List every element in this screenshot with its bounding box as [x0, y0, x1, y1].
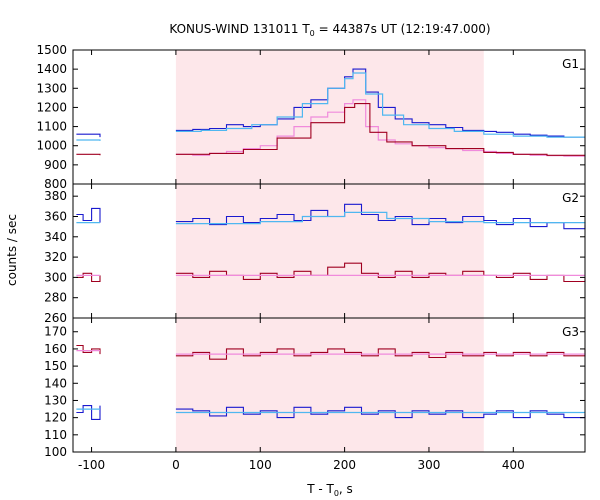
y-tick-label: 360	[44, 209, 67, 223]
x-tick-label: 300	[418, 458, 441, 472]
y-tick-label: 380	[44, 189, 67, 203]
series-line-g2-4	[76, 272, 101, 283]
y-tick-label: 140	[44, 376, 67, 390]
series-line-g3-6	[175, 348, 586, 360]
series-line-g3-2	[175, 406, 586, 419]
series-line-g1-1	[76, 139, 101, 141]
y-tick-label: 900	[44, 158, 67, 172]
y-tick-label: 1000	[36, 139, 67, 153]
highlight-interval	[175, 50, 484, 452]
y-axis-label: counts / sec	[5, 214, 19, 286]
y-tick-label: 320	[44, 250, 67, 264]
panel-label-g3: G3	[562, 325, 579, 339]
series-line-g1-3	[175, 72, 585, 138]
y-tick-label: 340	[44, 230, 67, 244]
y-tick-label: 170	[44, 325, 67, 339]
y-tick-label: 110	[44, 428, 67, 442]
chart-title: KONUS-WIND 131011 T0 = 44387s UT (12:19:…	[169, 22, 490, 38]
x-tick-label: -100	[78, 458, 105, 472]
series-line-g1-6	[175, 103, 586, 156]
y-tick-label: 1200	[36, 100, 67, 114]
plot-area: 800900100011001200130014001500G126028030…	[36, 43, 586, 472]
series-line-g1-5	[175, 99, 585, 157]
y-tick-label: 150	[44, 359, 67, 373]
y-tick-label: 300	[44, 270, 67, 284]
y-tick-label: 280	[44, 291, 67, 305]
y-tick-label: 100	[44, 445, 67, 459]
series-line-g1-4	[76, 153, 101, 156]
panel-label-g2: G2	[562, 191, 579, 205]
y-tick-label: 1300	[36, 81, 67, 95]
x-tick-label: 400	[502, 458, 525, 472]
series-line-g2-0	[76, 207, 101, 223]
y-tick-label: 1500	[36, 43, 67, 57]
x-axis-label: T - T0, s	[306, 482, 353, 498]
series-line-g2-3	[175, 211, 586, 225]
y-tick-label: 160	[44, 342, 67, 356]
series-line-g2-6	[175, 262, 586, 283]
x-tick-label: 200	[333, 458, 356, 472]
y-tick-label: 800	[44, 177, 67, 191]
y-tick-label: 120	[44, 411, 67, 425]
y-tick-label: 260	[44, 311, 67, 325]
series-line-g3-0	[76, 405, 101, 420]
y-tick-label: 1100	[36, 120, 67, 134]
x-tick-label: 100	[249, 458, 272, 472]
panel-frame-g3	[72, 317, 586, 453]
series-line-g2-2	[175, 203, 586, 230]
series-line-g3-4	[76, 344, 101, 355]
y-tick-label: 130	[44, 393, 67, 407]
series-line-g1-2	[175, 68, 585, 138]
series-line-g1-0	[76, 133, 101, 138]
y-tick-label: 1400	[36, 62, 67, 76]
x-tick-label: 0	[172, 458, 180, 472]
panel-label-g1: G1	[562, 57, 579, 71]
